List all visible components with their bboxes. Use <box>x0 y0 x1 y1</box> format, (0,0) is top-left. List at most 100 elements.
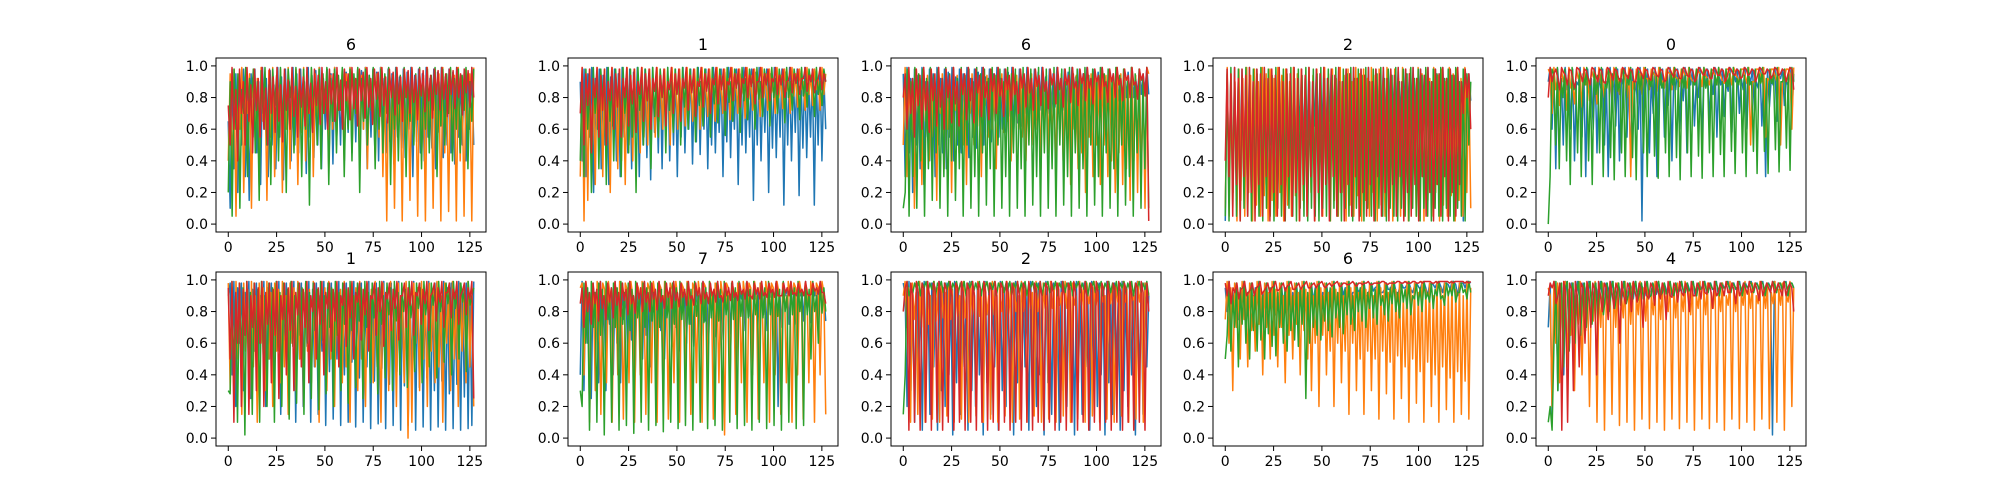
x-tick-label: 0 <box>899 454 908 470</box>
x-tick-label: 0 <box>224 240 233 256</box>
y-tick-label: 0.2 <box>1183 185 1205 201</box>
subplot-title: 4 <box>1666 249 1676 268</box>
subplot-title: 6 <box>1021 35 1031 54</box>
subplot-title: 6 <box>1343 249 1353 268</box>
axes-frame <box>215 271 487 447</box>
x-tick-label: 75 <box>716 454 734 470</box>
y-tick-label: 0.0 <box>1183 217 1205 233</box>
y-tick-label: 0.6 <box>861 122 883 138</box>
y-tick-label: 1.0 <box>861 59 883 75</box>
series-line-4 <box>1224 66 1472 222</box>
series-line-4 <box>579 66 827 154</box>
y-tick-label: 0.4 <box>861 154 883 170</box>
x-tick-label: 125 <box>456 454 483 470</box>
x-tick-label: 25 <box>1588 240 1606 256</box>
series-line-2 <box>1547 280 1795 431</box>
subplot-9: 0 25 50 75 100 125 0.0 0.2 0.4 0.6 0.8 1.0 6 <box>1183 249 1484 470</box>
y-tick-label: 0.8 <box>861 91 883 107</box>
y-tick-label: 0.2 <box>538 399 560 415</box>
x-tick-label: 0 <box>1221 240 1230 256</box>
x-tick-label: 75 <box>1039 240 1057 256</box>
y-tick-label: 0.6 <box>1506 336 1528 352</box>
subplot-10: 0 25 50 75 100 125 0.0 0.2 0.4 0.6 0.8 1.0 4 <box>1506 249 1807 470</box>
x-tick-label: 100 <box>760 454 787 470</box>
x-tick-label: 50 <box>1636 240 1654 256</box>
y-tick-label: 0.8 <box>1506 91 1528 107</box>
x-tick-label: 75 <box>1684 454 1702 470</box>
y-tick-label: 1.0 <box>1506 59 1528 75</box>
y-tick-label: 1.0 <box>1183 273 1205 289</box>
series-line-4 <box>902 280 1150 431</box>
y-tick-label: 0.2 <box>1506 399 1528 415</box>
y-tick-label: 0.2 <box>1506 185 1528 201</box>
y-tick-label: 0.6 <box>538 122 560 138</box>
x-tick-label: 125 <box>1131 240 1158 256</box>
y-tick-label: 0.4 <box>1506 154 1528 170</box>
x-tick-label: 75 <box>364 454 382 470</box>
x-tick-label: 100 <box>1405 454 1432 470</box>
y-tick-label: 0.8 <box>1183 91 1205 107</box>
x-tick-label: 0 <box>576 240 585 256</box>
x-tick-label: 125 <box>1453 454 1480 470</box>
axes-frame <box>1212 271 1484 447</box>
x-tick-label: 50 <box>991 240 1009 256</box>
x-tick-label: 0 <box>1544 454 1553 470</box>
x-tick-label: 100 <box>1083 240 1110 256</box>
y-tick-label: 0.8 <box>1506 305 1528 321</box>
x-tick-label: 125 <box>808 454 835 470</box>
x-tick-label: 75 <box>1361 240 1379 256</box>
x-tick-label: 75 <box>1361 454 1379 470</box>
subplot-8: 0 25 50 75 100 125 0.0 0.2 0.4 0.6 0.8 1.0 2 <box>861 249 1162 470</box>
x-tick-label: 50 <box>316 240 334 256</box>
axes-frame <box>890 57 1162 233</box>
x-tick-label: 125 <box>1776 454 1803 470</box>
y-tick-label: 0.6 <box>186 336 208 352</box>
y-tick-label: 0.8 <box>1183 305 1205 321</box>
y-tick-label: 0.4 <box>186 154 208 170</box>
subplot-title: 2 <box>1021 249 1031 268</box>
subplot-4: 0 25 50 75 100 125 0.0 0.2 0.4 0.6 0.8 1.0 2 <box>1183 35 1484 256</box>
series-line-4 <box>579 280 827 329</box>
x-tick-label: 125 <box>1776 240 1803 256</box>
y-tick-label: 1.0 <box>1506 273 1528 289</box>
x-tick-label: 50 <box>668 240 686 256</box>
y-tick-label: 0.0 <box>1506 431 1528 447</box>
series-line-3 <box>1547 66 1795 225</box>
x-tick-label: 125 <box>1453 240 1480 256</box>
x-tick-label: 125 <box>808 240 835 256</box>
x-tick-label: 50 <box>1636 454 1654 470</box>
x-tick-label: 0 <box>899 240 908 256</box>
subplot-2: 0 25 50 75 100 125 0.0 0.2 0.4 0.6 0.8 1.0 1 <box>538 35 839 256</box>
subplot-title: 1 <box>346 249 356 268</box>
x-tick-label: 50 <box>1313 454 1331 470</box>
y-tick-label: 0.4 <box>1506 368 1528 384</box>
x-tick-label: 0 <box>1544 240 1553 256</box>
x-tick-label: 100 <box>408 454 435 470</box>
y-tick-label: 0.4 <box>538 368 560 384</box>
x-tick-label: 75 <box>1039 454 1057 470</box>
x-tick-label: 25 <box>268 454 286 470</box>
subplot-title: 7 <box>698 249 708 268</box>
x-tick-label: 25 <box>620 454 638 470</box>
x-tick-label: 50 <box>668 454 686 470</box>
axes-frame <box>215 57 487 233</box>
x-tick-label: 100 <box>1405 240 1432 256</box>
subplot-6: 0 25 50 75 100 125 0.0 0.2 0.4 0.6 0.8 1.0 1 <box>186 249 487 470</box>
axes-frame <box>567 57 839 233</box>
x-tick-label: 50 <box>1313 240 1331 256</box>
subplot-title: 6 <box>346 35 356 54</box>
y-tick-label: 0.0 <box>538 431 560 447</box>
axes-frame <box>1535 57 1807 233</box>
series-line-3 <box>902 66 1150 217</box>
axes-frame <box>1212 57 1484 233</box>
y-tick-label: 0.6 <box>1183 336 1205 352</box>
subplot-title: 2 <box>1343 35 1353 54</box>
y-tick-label: 1.0 <box>1183 59 1205 75</box>
x-tick-label: 125 <box>456 240 483 256</box>
series-line-4 <box>227 280 475 424</box>
y-tick-label: 1.0 <box>861 273 883 289</box>
x-tick-label: 25 <box>1588 454 1606 470</box>
y-tick-label: 0.0 <box>538 217 560 233</box>
axes-frame <box>1535 271 1807 447</box>
